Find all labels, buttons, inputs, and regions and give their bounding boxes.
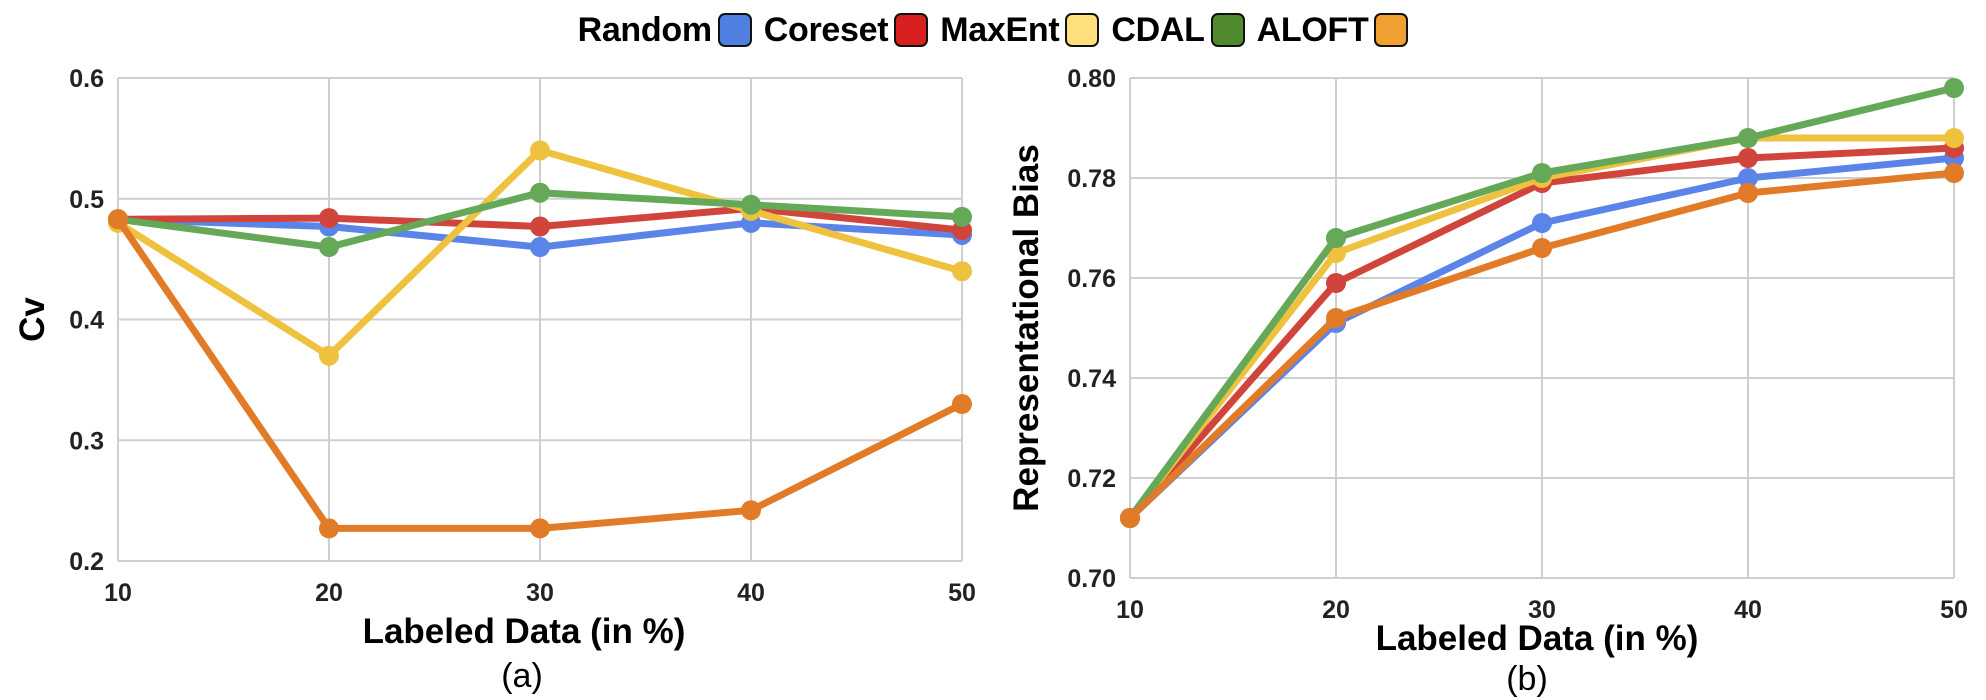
chart-panel-a: 0.2 0.3 0.4 0.5 0.6 10 20 30 40 50 Labeled Data (i… — [13, 65, 976, 695]
legend-label-random: Random — [577, 10, 713, 49]
data-point-a-3-3 — [741, 194, 761, 215]
data-point-b-2-4 — [1944, 128, 1964, 148]
data-point-b-1-1 — [1326, 273, 1346, 293]
data-point-a-3-2 — [530, 182, 550, 203]
legend-swatch-maxent — [1065, 13, 1100, 47]
legend-swatch-coreset — [894, 13, 929, 47]
x-tick-label-b-4: 50 — [1940, 596, 1968, 624]
data-point-a-4-4 — [952, 394, 972, 415]
chart-panel-b: 0.70 0.72 0.74 0.76 0.78 0.80 10 20 30 40 50 Labele… — [1007, 65, 1968, 698]
legend-swatch-random — [717, 13, 752, 47]
y-tick-label-a-3: 0.5 — [69, 186, 104, 214]
data-point-b-1-3 — [1738, 148, 1758, 168]
data-point-b-3-1 — [1326, 228, 1346, 248]
data-point-b-4-1 — [1326, 308, 1346, 328]
y-axis-title-a: Cv — [13, 297, 52, 342]
x-tick-label-b-3: 40 — [1734, 596, 1762, 624]
y-tick-label-b-4: 0.78 — [1067, 165, 1116, 193]
x-axis-title-b: Labeled Data (in %) — [1376, 619, 1699, 658]
legend-item-coreset: Coreset — [764, 11, 929, 50]
data-point-b-3-3 — [1738, 128, 1758, 148]
data-point-a-1-1 — [319, 208, 339, 229]
y-tick-label-b-1: 0.72 — [1067, 465, 1116, 493]
legend-item-aloft: ALOFT — [1257, 11, 1409, 50]
panel-caption-a: (a) — [501, 657, 543, 695]
data-point-a-4-2 — [530, 518, 550, 539]
data-point-a-1-2 — [530, 216, 550, 237]
data-point-a-4-3 — [741, 500, 761, 521]
y-tick-label-a-4: 0.6 — [69, 65, 104, 93]
data-point-a-0-2 — [530, 237, 550, 258]
y-tick-label-b-3: 0.76 — [1067, 265, 1116, 293]
data-point-b-4-4 — [1944, 163, 1964, 183]
y-tick-label-a-1: 0.3 — [69, 427, 104, 455]
data-point-a-2-4 — [952, 261, 972, 282]
legend-item-random: Random — [578, 11, 752, 50]
legend-label-cdal: CDAL — [1111, 10, 1205, 49]
legend-item-maxent: MaxEnt — [940, 10, 1100, 50]
legend: Random Coreset MaxEnt CDAL ALOFT — [0, 6, 1986, 54]
data-point-b-4-0 — [1120, 508, 1140, 528]
x-tick-label-a-4: 50 — [948, 579, 976, 607]
x-tick-label-a-3: 40 — [737, 579, 765, 607]
data-point-a-4-0 — [108, 209, 128, 230]
data-point-a-2-2 — [530, 140, 550, 161]
data-point-b-4-2 — [1532, 238, 1552, 258]
data-point-b-0-2 — [1532, 213, 1552, 233]
x-tick-label-a-1: 20 — [315, 579, 343, 607]
data-point-b-4-3 — [1738, 183, 1758, 203]
y-tick-label-b-5: 0.80 — [1067, 65, 1116, 93]
x-tick-label-a-0: 10 — [104, 579, 132, 607]
data-point-a-4-1 — [319, 518, 339, 539]
y-tick-label-a-0: 0.2 — [69, 548, 104, 576]
legend-label-coreset: Coreset — [763, 10, 889, 49]
data-point-b-3-2 — [1532, 163, 1552, 183]
x-tick-label-b-2: 30 — [1528, 596, 1556, 624]
legend-label-aloft: ALOFT — [1256, 10, 1369, 49]
y-tick-label-a-2: 0.4 — [69, 307, 104, 335]
legend-swatch-cdal — [1210, 13, 1245, 47]
legend-swatch-aloft — [1374, 13, 1409, 47]
x-axis-title-a: Labeled Data (in %) — [363, 612, 686, 651]
data-point-b-3-4 — [1944, 78, 1964, 98]
legend-item-cdal: CDAL — [1111, 10, 1245, 50]
x-tick-label-b-0: 10 — [1116, 596, 1144, 624]
y-tick-label-b-0: 0.70 — [1067, 565, 1116, 593]
data-point-a-3-4 — [952, 206, 972, 227]
legend-label-maxent: MaxEnt — [940, 10, 1060, 49]
x-tick-label-b-1: 20 — [1322, 596, 1350, 624]
panel-caption-b: (b) — [1506, 660, 1548, 698]
data-point-b-0-3 — [1738, 168, 1758, 188]
y-tick-label-b-2: 0.74 — [1067, 365, 1116, 393]
y-axis-title-b: Representational Bias — [1007, 144, 1046, 512]
x-tick-label-a-2: 30 — [526, 579, 554, 607]
data-point-a-3-1 — [319, 237, 339, 258]
data-point-a-2-1 — [319, 345, 339, 366]
